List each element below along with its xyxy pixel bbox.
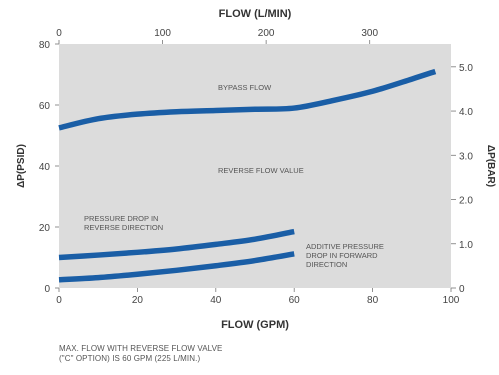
annotation-additive-1: ADDITIVE PRESSURE xyxy=(306,242,384,251)
annotation-reverse-direction-2: REVERSE DIRECTION xyxy=(84,223,163,232)
y2-axis-title: ΔP(BAR) xyxy=(485,145,496,187)
annotation-additive-2: DROP IN FORWARD xyxy=(306,251,378,260)
annotation-reverse-direction-1: PRESSURE DROP IN xyxy=(84,214,158,223)
y-tick-label: 20 xyxy=(39,223,51,234)
y-tick-label: 80 xyxy=(39,40,51,51)
x-tick-label: 80 xyxy=(367,295,379,306)
y2-tick-label: 4.0 xyxy=(459,107,473,118)
x2-tick-label: 200 xyxy=(258,28,275,39)
series-group xyxy=(58,68,437,283)
x2-tick-label: 0 xyxy=(56,28,62,39)
x-axis-title: FLOW (GPM) xyxy=(221,319,289,331)
annotation-additive-3: DIRECTION xyxy=(306,260,347,269)
y2-tick-label: 1.0 xyxy=(459,240,473,251)
annotation-bypass-flow: BYPASS FLOW xyxy=(218,83,272,92)
footnote: MAX. FLOW WITH REVERSE FLOW VALVE ("C" O… xyxy=(59,344,319,364)
y2-tick-label: 0 xyxy=(459,284,465,295)
x-tick-label: 40 xyxy=(210,295,222,306)
top-axis-title: FLOW (L/MIN) xyxy=(219,8,292,20)
x2-tick-label: 300 xyxy=(361,28,378,39)
footnote-line-2: ("C" OPTION) IS 60 GPM (225 L/MIN.) xyxy=(59,354,201,363)
annotation-reverse-flow-value: REVERSE FLOW VALUE xyxy=(218,166,304,175)
y2-tick-label: 2.0 xyxy=(459,196,473,207)
x-tick-label: 20 xyxy=(132,295,144,306)
footnote-line-1: MAX. FLOW WITH REVERSE FLOW VALVE xyxy=(59,344,223,353)
y-tick-label: 60 xyxy=(39,101,51,112)
y-axis-title: ΔP(PSID) xyxy=(16,144,27,188)
x-tick-label: 60 xyxy=(289,295,301,306)
y-tick-label: 40 xyxy=(39,162,51,173)
x-tick-label: 100 xyxy=(443,295,460,306)
series-line-1 xyxy=(58,68,437,131)
y2-tick-label: 3.0 xyxy=(459,151,473,162)
series-line-2 xyxy=(58,228,295,261)
x2-tick-label: 100 xyxy=(154,28,171,39)
x-tick-label: 0 xyxy=(56,295,62,306)
series-line-3 xyxy=(58,251,295,283)
y-tick-label: 0 xyxy=(44,284,50,295)
y2-tick-label: 5.0 xyxy=(459,63,473,74)
